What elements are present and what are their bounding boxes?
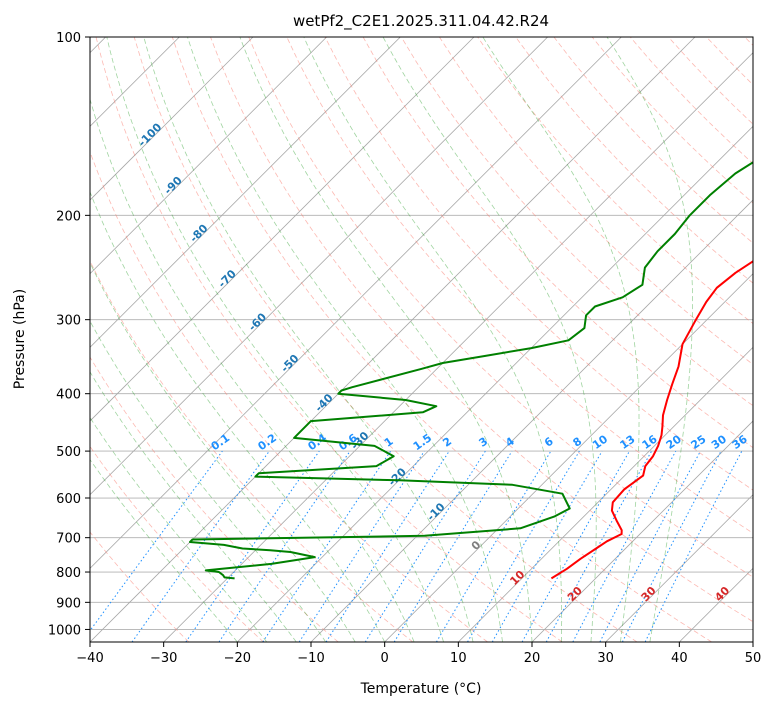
moist-adiabat-line	[90, 261, 356, 642]
y-tick-label: 500	[56, 445, 81, 460]
dry-adiabat-line	[133, 37, 638, 642]
dry-adiabat-line	[95, 37, 563, 642]
x-tick-label: −20	[224, 651, 251, 666]
y-tick-label: 900	[56, 596, 81, 611]
mixing-ratio-line	[393, 450, 513, 642]
mixing-ratio-line	[545, 450, 653, 642]
dry-adiabat-line	[90, 150, 488, 642]
isotherm-line	[90, 37, 548, 496]
x-tick-label: 0	[381, 651, 389, 666]
dry-adiabat-line	[171, 37, 712, 642]
y-tick-label: 800	[56, 566, 81, 581]
moist-adiabat-line	[382, 37, 597, 642]
mixing-ratio-line	[521, 450, 630, 642]
isotherm-line	[752, 641, 753, 642]
dry-adiabat-line	[90, 260, 414, 642]
isotherm-line	[531, 420, 753, 642]
y-tick-label: 400	[56, 388, 81, 403]
moist-adiabat-line	[90, 190, 386, 642]
plot-background	[90, 37, 753, 642]
x-axis-label: Temperature (°C)	[360, 681, 482, 697]
mixing-ratio-line	[185, 450, 320, 642]
y-tick-label: 300	[56, 314, 81, 329]
x-tick-label: −30	[150, 651, 177, 666]
background-lines	[90, 37, 753, 642]
dry-adiabat-line	[248, 37, 753, 578]
profile-lines	[189, 161, 753, 580]
isotherm-line	[90, 37, 327, 275]
y-tick-label: 700	[56, 532, 81, 547]
moist-adiabat-line	[143, 37, 474, 642]
dry-adiabat-line	[210, 37, 753, 623]
isotherm-line	[237, 125, 753, 642]
x-axis-ticks: −40 −30 −20 −10 0 10 20 30 40 50	[76, 642, 761, 666]
isotherm-line	[90, 37, 475, 422]
x-tick-label: −10	[297, 651, 324, 666]
dry-adiabat-line	[90, 356, 339, 642]
dewpoint-profile-line	[189, 161, 753, 580]
dry-adiabat-line	[90, 445, 264, 642]
isotherm-line	[458, 346, 753, 642]
mixing-ratio-line	[325, 450, 450, 642]
mixing-ratio-line	[572, 450, 677, 642]
isotherm-line	[90, 37, 622, 569]
dry-adiabat-line	[400, 37, 753, 407]
moist-adiabat-line	[239, 37, 533, 642]
isotherm-line	[605, 494, 753, 642]
y-tick-label: 200	[56, 209, 81, 224]
isotherm-line	[163, 52, 753, 642]
y-tick-label: 600	[56, 492, 81, 507]
chart-title: wetPf2_C2E1.2025.311.04.42.R24	[293, 12, 549, 31]
isotherm-line	[90, 37, 401, 348]
moist-adiabat-line	[482, 37, 640, 642]
dry-adiabat-line	[324, 37, 753, 491]
mixing-ratio-line	[90, 450, 223, 632]
mixing-ratio-line	[131, 450, 270, 642]
mixing-ratio-line	[262, 450, 392, 642]
y-tick-label: 100	[56, 31, 81, 46]
mixing-ratio-line	[298, 450, 425, 642]
plot-frame	[89, 36, 754, 643]
dry-adiabat-line	[439, 37, 753, 365]
moist-adiabat-line	[187, 37, 503, 642]
mixing-ratio-line	[218, 450, 351, 642]
x-tick-label: 50	[745, 651, 762, 666]
moist-adiabat-line	[606, 37, 693, 642]
dry-adiabat-line	[90, 531, 190, 642]
x-tick-label: 10	[450, 651, 467, 666]
x-tick-label: −40	[76, 651, 103, 666]
y-axis-label: Pressure (hPa)	[12, 289, 28, 389]
moist-adiabat-line	[106, 37, 444, 642]
isotherm-line	[384, 273, 753, 642]
mixing-ratio-line	[644, 450, 743, 642]
moist-adiabat-line	[303, 37, 563, 642]
y-tick-label: 1000	[48, 623, 81, 638]
moist-adiabat-line	[90, 416, 268, 642]
x-tick-label: 40	[671, 651, 688, 666]
moist-adiabat-line	[90, 320, 327, 642]
x-tick-label: 20	[524, 651, 541, 666]
isotherm-line	[90, 37, 254, 201]
x-tick-label: 30	[597, 651, 614, 666]
dry-adiabat-line	[515, 37, 753, 284]
y-axis-ticks: 100 200 300 400 500 600 700 800 900 1000	[48, 31, 90, 638]
moist-adiabat-line	[90, 458, 238, 642]
temperature-profile-line	[550, 260, 753, 580]
